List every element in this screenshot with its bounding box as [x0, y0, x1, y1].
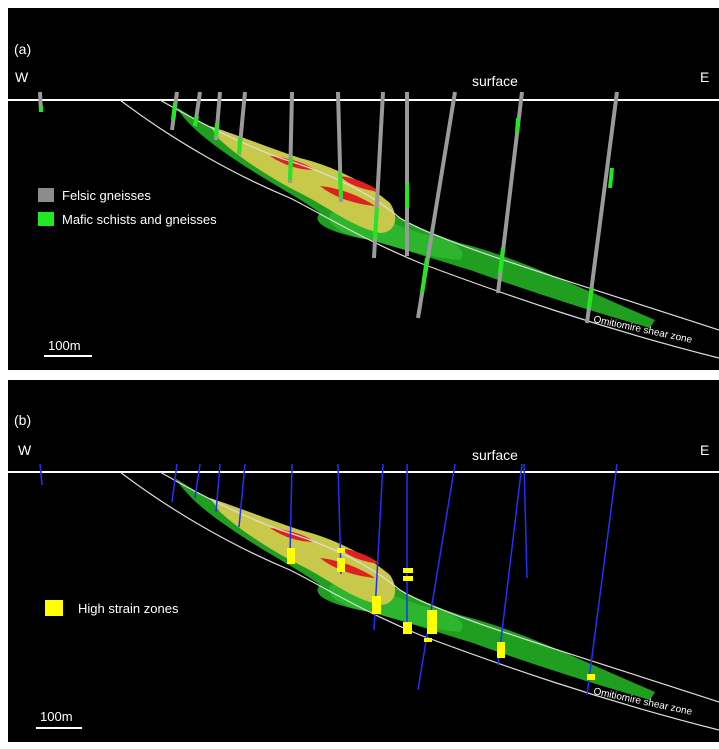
legend-swatch — [45, 600, 63, 616]
legend-swatch — [38, 188, 54, 202]
surface-label: surface — [472, 447, 518, 463]
legend-label: Felsic gneisses — [62, 188, 151, 203]
west-label: W — [15, 69, 29, 85]
east-label: E — [700, 442, 709, 458]
legend-label: High strain zones — [78, 601, 179, 616]
scale-label: 100m — [40, 709, 73, 724]
panel-label: (b) — [14, 412, 31, 428]
legend-swatch — [38, 212, 54, 226]
panel-b: (b) W E surface High strain zones 100m O… — [8, 380, 719, 742]
legend-label: Mafic schists and gneisses — [62, 212, 217, 227]
figure: (a) W E surface Felsic gneisses Mafic sc… — [0, 0, 719, 744]
west-label: W — [18, 442, 32, 458]
scale-label: 100m — [48, 338, 81, 353]
panel-a: (a) W E surface Felsic gneisses Mafic sc… — [8, 8, 719, 370]
panel-label: (a) — [14, 41, 31, 57]
east-label: E — [700, 69, 709, 85]
surface-label: surface — [472, 73, 518, 89]
